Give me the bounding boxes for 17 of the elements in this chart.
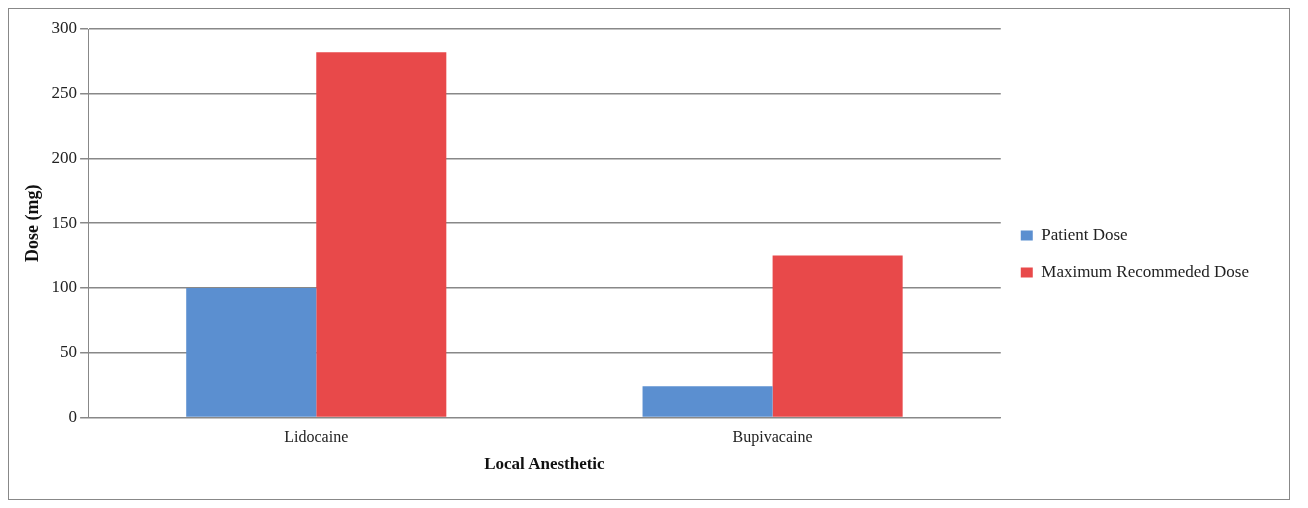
y-tick-label: 0 <box>68 406 78 426</box>
y-tick-label: 100 <box>51 277 78 297</box>
legend-label: Patient Dose <box>1041 224 1128 244</box>
x-tick-label: Lidocaine <box>284 428 349 446</box>
y-tick-label: 150 <box>51 212 78 232</box>
y-tick-label: 250 <box>51 83 78 103</box>
bar <box>186 287 317 417</box>
y-tick-label: 200 <box>51 147 78 167</box>
y-axis-title: Dose (mg) <box>22 184 44 262</box>
bar <box>316 52 447 417</box>
x-axis-title: Local Anesthetic <box>484 454 606 474</box>
bar <box>772 255 903 417</box>
x-tick-label: Bupivacaine <box>732 428 813 447</box>
y-tick-label: 300 <box>51 18 78 38</box>
y-tick-label: 50 <box>60 342 78 362</box>
legend-label: Maximum Recommeded Dose <box>1041 261 1250 281</box>
bar <box>642 386 773 417</box>
